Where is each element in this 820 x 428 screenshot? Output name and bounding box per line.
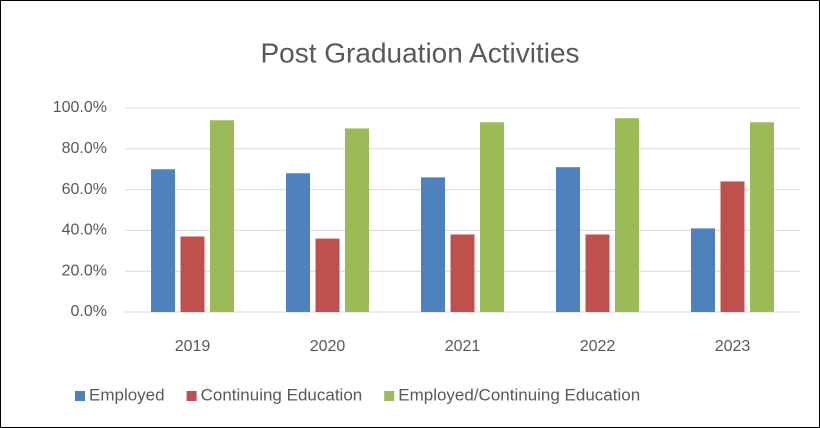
legend-label: Employed/Continuing Education: [398, 385, 640, 404]
y-tick-label: 20.0%: [62, 262, 107, 279]
y-tick-label: 100.0%: [53, 99, 107, 116]
bar: [210, 120, 234, 313]
bar: [556, 167, 580, 312]
bar: [180, 236, 205, 312]
legend-swatch: [75, 391, 85, 401]
bar: [480, 122, 504, 312]
x-tick-label: 2019: [175, 338, 211, 355]
legend-swatch: [186, 391, 197, 401]
bar: [315, 238, 340, 312]
legend-label: Employed: [89, 385, 165, 404]
chart-title: Post Graduation Activities: [260, 37, 579, 68]
bar: [691, 228, 715, 312]
bar: [615, 118, 639, 312]
x-tick-label: 2022: [580, 338, 616, 355]
x-tick-label: 2021: [445, 338, 481, 355]
y-tick-label: 0.0%: [71, 303, 107, 320]
bar: [585, 234, 610, 312]
y-tick-label: 40.0%: [62, 222, 107, 239]
bar: [720, 181, 745, 312]
x-tick-label: 2020: [310, 338, 346, 355]
legend-label: Continuing Education: [201, 385, 363, 404]
bar: [151, 169, 175, 312]
legend-swatch: [384, 391, 395, 401]
bar: [286, 173, 310, 312]
y-tick-label: 60.0%: [62, 181, 107, 198]
bar: [421, 177, 445, 312]
bar: [450, 234, 475, 312]
x-tick-label: 2023: [715, 338, 751, 355]
bar: [750, 122, 774, 312]
y-tick-label: 80.0%: [62, 140, 107, 157]
bar: [345, 128, 369, 312]
